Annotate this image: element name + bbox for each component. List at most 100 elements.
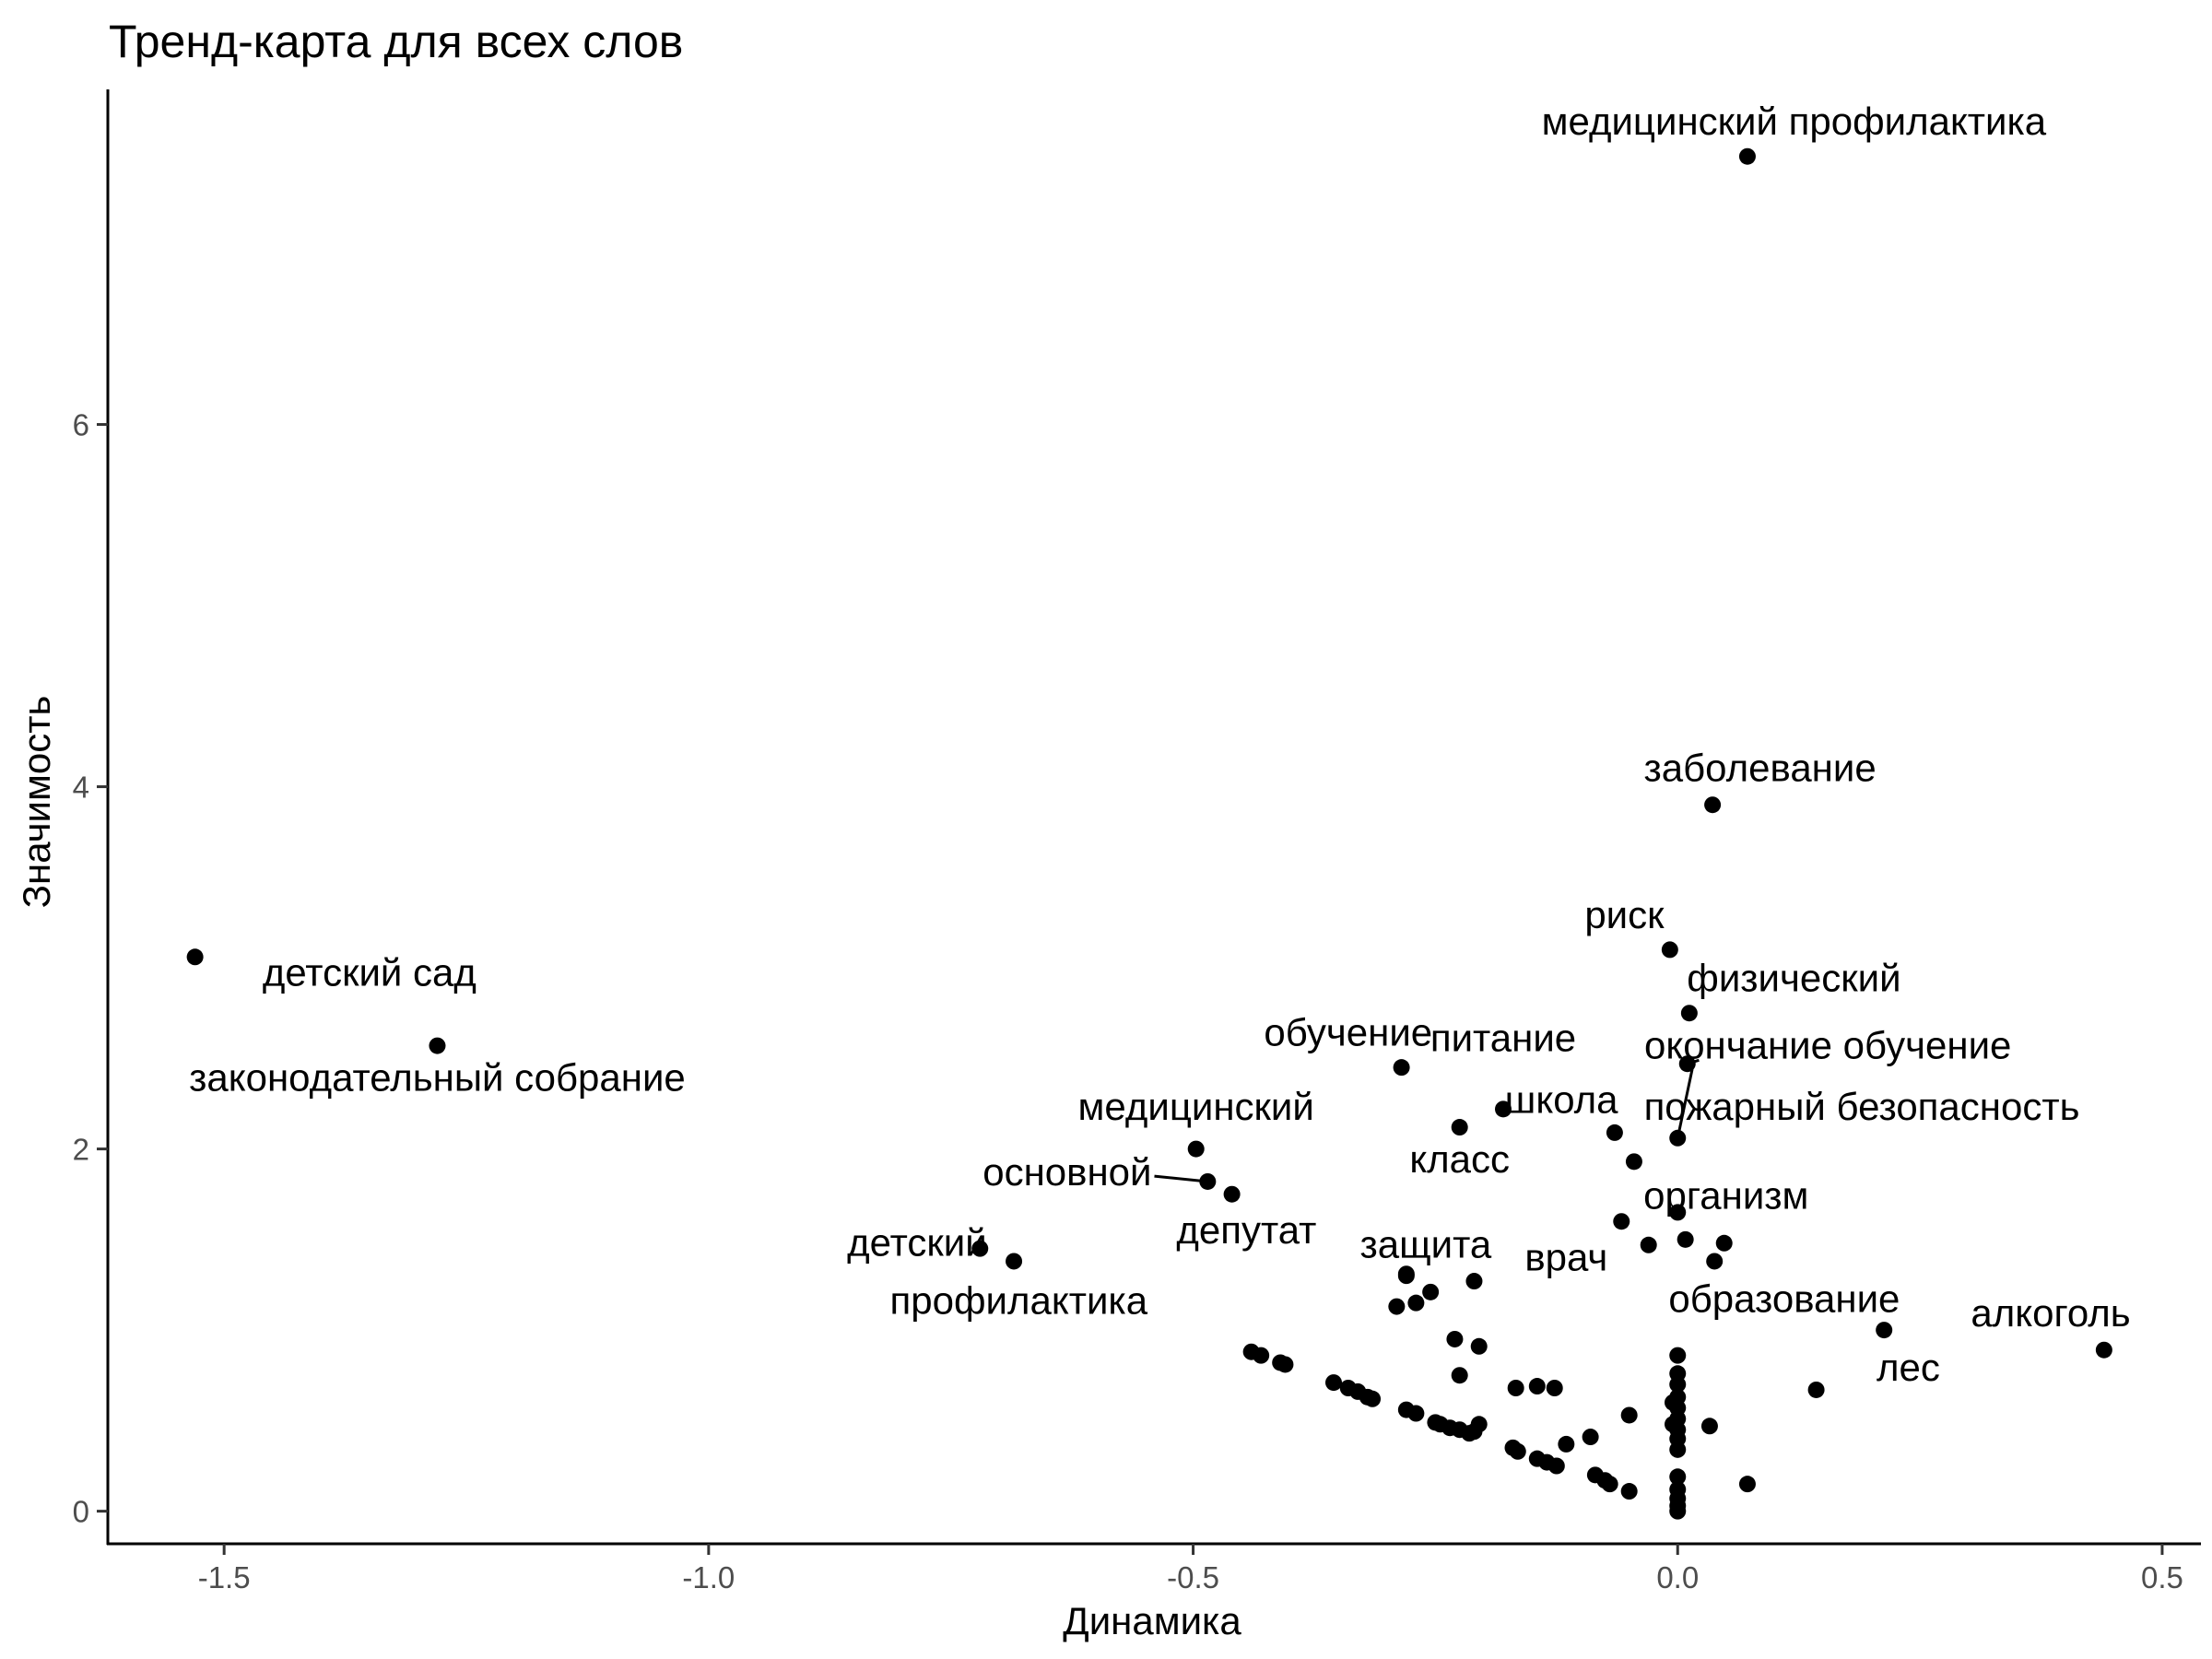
data-point (1664, 1416, 1681, 1433)
point-label: алкоголь (1971, 1291, 2130, 1335)
labeled-data-point (2095, 1341, 2112, 1359)
data-point (1669, 1376, 1687, 1394)
labeled-data-point (1223, 1185, 1241, 1203)
y-tick-label: 2 (73, 1133, 89, 1167)
data-point (1620, 1406, 1638, 1424)
point-label: защита (1360, 1223, 1492, 1266)
labeled-data-point (1680, 1005, 1698, 1022)
point-label: медицинский (1078, 1085, 1314, 1128)
data-point (1738, 1476, 1756, 1493)
data-point (1601, 1476, 1618, 1493)
y-axis-title: Значимость (15, 696, 58, 909)
labeled-data-point (1876, 1322, 1893, 1339)
data-point (1407, 1294, 1425, 1312)
data-point (1547, 1457, 1565, 1475)
data-point (1470, 1416, 1488, 1433)
label-leader-line (1676, 1068, 1694, 1139)
data-point (1613, 1213, 1630, 1230)
point-label: лес (1877, 1346, 1940, 1389)
x-tick-label: 0.5 (2141, 1560, 2183, 1594)
data-point (1669, 1347, 1687, 1364)
data-point (1807, 1381, 1825, 1398)
data-point (1465, 1273, 1483, 1290)
data-point (1277, 1356, 1294, 1373)
label-leader-line (1154, 1174, 1208, 1183)
data-point (1677, 1230, 1694, 1248)
labeled-data-point (1669, 1204, 1687, 1221)
data-point (1253, 1347, 1270, 1364)
data-point (1669, 1441, 1687, 1458)
labeled-data-point (971, 1240, 989, 1257)
labeled-data-point (1606, 1124, 1623, 1141)
point-label: детский (847, 1221, 987, 1265)
labeled-data-point (186, 948, 204, 966)
data-point (1528, 1378, 1546, 1395)
data-point (1546, 1379, 1563, 1396)
x-axis-title: Динамика (1063, 1599, 1241, 1642)
point-label: депутат (1176, 1208, 1316, 1252)
data-points (186, 147, 2112, 1520)
x-tick-label: 0.0 (1656, 1560, 1699, 1594)
x-tick-label: -0.5 (1167, 1560, 1219, 1594)
point-label: основной (982, 1150, 1151, 1194)
chart-title: Тренд-карта для всех слов (109, 16, 683, 67)
point-label: риск (1584, 893, 1665, 936)
data-point (1388, 1298, 1406, 1315)
point-label: профилактика (890, 1278, 1148, 1322)
data-point (1558, 1435, 1575, 1453)
point-label: класс (1409, 1137, 1510, 1181)
point-label: питание (1430, 1016, 1576, 1059)
label-leader-line (1687, 1058, 1700, 1065)
data-point (1509, 1442, 1526, 1460)
data-point (1715, 1234, 1733, 1252)
y-tick-label: 6 (73, 408, 89, 442)
labeled-data-point (429, 1037, 446, 1054)
point-label: пожарный безопасность (1644, 1085, 2080, 1128)
y-tick-label: 4 (73, 771, 89, 805)
labeled-data-point (1006, 1253, 1023, 1270)
labeled-data-point (1625, 1153, 1642, 1171)
labeled-data-point (1704, 796, 1722, 814)
x-tick-label: -1.0 (682, 1560, 735, 1594)
labeled-data-point (1397, 1267, 1415, 1285)
point-label: образование (1668, 1277, 1900, 1320)
data-point (1582, 1429, 1599, 1446)
labeled-data-point (1495, 1100, 1512, 1118)
point-label: законодательный собрание (189, 1056, 686, 1100)
labeled-data-point (1187, 1140, 1205, 1158)
x-tick-label: -1.5 (198, 1560, 251, 1594)
point-label: детский сад (263, 951, 477, 994)
data-point (1422, 1283, 1440, 1300)
labeled-data-point (1661, 941, 1678, 959)
x-axis-ticks: -1.5 -1.0 -0.5 0.0 0.5 (198, 1544, 2183, 1594)
point-label: врач (1524, 1235, 1607, 1278)
data-point (1669, 1502, 1687, 1520)
labeled-data-point (1640, 1236, 1657, 1253)
point-label: школа (1505, 1077, 1618, 1121)
labeled-data-point (1393, 1059, 1410, 1077)
labeled-data-point (1738, 147, 1756, 165)
point-label: организм (1643, 1173, 1808, 1217)
data-point (1446, 1330, 1464, 1347)
point-label: физический (1687, 957, 1900, 1000)
data-point (1507, 1379, 1524, 1396)
point-label: окончание обучение (1644, 1023, 2011, 1066)
data-point (1364, 1390, 1382, 1407)
point-label: обучение (1264, 1011, 1432, 1054)
data-point (1451, 1367, 1468, 1384)
data-point (1407, 1405, 1425, 1422)
data-point (1470, 1337, 1488, 1355)
data-point (1700, 1418, 1718, 1435)
data-point (1620, 1483, 1638, 1500)
data-point (1706, 1253, 1724, 1270)
point-label: медицинский профилактика (1542, 100, 2047, 143)
y-tick-label: 0 (73, 1495, 89, 1529)
data-point (1669, 1468, 1687, 1486)
y-axis-ticks: 0 2 4 6 (73, 408, 108, 1529)
data-point (1325, 1374, 1343, 1392)
point-label: заболевание (1644, 747, 1877, 790)
data-point (1664, 1394, 1681, 1411)
labeled-data-point (1451, 1119, 1468, 1136)
point-labels: медицинский профилактика заболевание рискф… (189, 100, 2131, 1389)
